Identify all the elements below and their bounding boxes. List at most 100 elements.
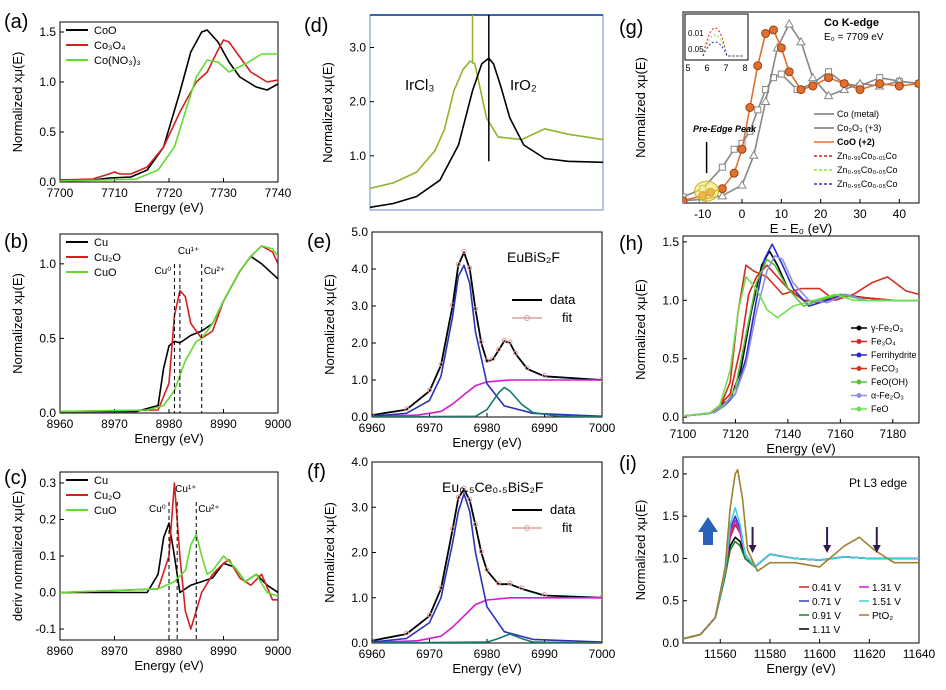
x-tick-label: 7700 xyxy=(47,186,74,200)
panel-label: (d) xyxy=(304,15,328,37)
legend-marker xyxy=(856,339,862,344)
panel-label: (g) xyxy=(619,17,643,39)
inset-tick-label: 5 xyxy=(685,63,690,73)
y-tick-label: 0.2 xyxy=(39,512,56,526)
x-axis-label: Energy (eV) xyxy=(452,435,521,450)
y-tick-label: 0.5 xyxy=(39,331,56,345)
legend-marker xyxy=(856,366,862,371)
fit-point-marker xyxy=(501,337,507,343)
series-line-arctan xyxy=(372,596,602,643)
y-tick-label: 1.0 xyxy=(351,591,368,605)
series-line-feco3 xyxy=(683,264,919,417)
chart-subtitle: E₀ = 7709 eV xyxy=(824,32,884,43)
data-point-marker xyxy=(777,70,785,78)
y-tick-label: 0.1 xyxy=(39,549,56,563)
x-tick-label: 7180 xyxy=(879,427,906,441)
legend-label: CoO xyxy=(94,25,117,37)
y-tick-label: 0.0 xyxy=(39,586,56,600)
y-tick-label: 0.5 xyxy=(662,594,679,608)
fit-point-marker xyxy=(372,637,375,643)
legend-label: PtO₂ xyxy=(872,611,893,622)
series-line-co3o4 xyxy=(60,39,278,181)
fit-point-marker xyxy=(473,521,478,527)
y-axis-label: Normalized xμ(E) xyxy=(322,274,337,375)
y-tick-label: 1.5 xyxy=(662,235,679,249)
data-point-marker xyxy=(875,79,885,89)
chart-title: Co K-edge xyxy=(824,17,879,29)
data-point-marker xyxy=(717,184,727,194)
panel-label: (h) xyxy=(619,233,643,255)
fit-point-marker xyxy=(496,580,501,586)
x-tick-label: 6980 xyxy=(474,647,501,661)
fit-point-marker xyxy=(455,261,461,267)
x-tick-label: 8970 xyxy=(101,417,128,431)
y-tick-label: 0.0 xyxy=(351,636,368,650)
data-point-marker xyxy=(737,180,747,189)
series-line-pto2 xyxy=(683,468,919,640)
legend-label: 1.51 V xyxy=(872,597,901,608)
legend-label: data xyxy=(550,292,576,307)
series-group xyxy=(372,485,602,643)
chart-title: EuBiS₂F xyxy=(507,249,560,265)
x-tick-label: 8980 xyxy=(156,644,183,658)
chart-title: Pt L3 edge xyxy=(849,476,907,490)
pre-edge-highlight xyxy=(694,180,720,202)
fit-point-marker xyxy=(507,339,513,345)
data-point-marker xyxy=(839,84,850,94)
y-tick-label: 1.0 xyxy=(349,149,366,163)
data-point-marker xyxy=(784,67,794,77)
fit-point-marker xyxy=(467,496,473,502)
fit-point-marker xyxy=(542,372,547,378)
y-tick-label: 5.0 xyxy=(351,225,368,239)
legend-label: Co₂O₃ (+3) xyxy=(837,123,881,133)
y-axis-label: deriv normalized xμ(E) xyxy=(10,491,25,621)
legend-label: Cu₂O xyxy=(94,490,121,502)
y-tick-label: 1.0 xyxy=(662,293,679,307)
x-tick-label: 8970 xyxy=(101,644,128,658)
inset-tick-label: 8 xyxy=(742,63,747,73)
panel-h: 7100 7120 7140 7160 7180 0.0 0.5 1.0 1.5 Energy (… xyxy=(619,233,920,456)
data-point-marker xyxy=(823,90,834,100)
data-point-marker xyxy=(855,85,865,95)
x-tick-label: 7140 xyxy=(775,427,802,441)
series-line-arctan xyxy=(372,379,602,417)
data-point-marker xyxy=(746,127,754,135)
plot-frame xyxy=(682,456,920,644)
data-point-marker xyxy=(753,61,763,71)
legend-label: Co (metal) xyxy=(837,109,879,119)
x-tick-label: 8980 xyxy=(156,417,183,431)
y-tick-label: 4.0 xyxy=(351,455,368,469)
y-axis-label: Normalized xμ(E) xyxy=(633,279,648,380)
y-tick-label: 3.0 xyxy=(351,500,368,514)
x-tick-label: 11620 xyxy=(853,647,886,661)
data-point-marker xyxy=(894,81,904,91)
series-group xyxy=(60,482,278,630)
x-tick-label: 9000 xyxy=(265,644,292,658)
legend-label: Zn₀.₉₉Co₀.₀₁Co xyxy=(837,151,897,161)
x-axis-label: Energy (eV) xyxy=(452,661,521,676)
fit-point-marker xyxy=(524,365,530,371)
x-tick-label: 6970 xyxy=(416,421,443,435)
legend-marker xyxy=(856,325,862,331)
legend-label: FeO xyxy=(871,404,889,414)
fit-point-marker xyxy=(461,485,467,491)
y-tick-label: 4.0 xyxy=(351,262,368,276)
x-axis-label: E - E₀ (eV) xyxy=(770,221,832,236)
y-tick-label: 2.0 xyxy=(662,467,679,481)
series-line-peak2 xyxy=(372,386,602,417)
data-point-marker xyxy=(796,36,806,46)
legend-label: γ-Fe₂O₃ xyxy=(871,323,903,333)
y-tick-label: 3.0 xyxy=(351,299,368,313)
legend-label: Cu xyxy=(94,475,108,487)
x-tick-label: 11560 xyxy=(704,647,737,661)
x-tick-label: 7160 xyxy=(827,427,854,441)
y-tick-label: 0.5 xyxy=(662,352,679,366)
y-tick-label: 0.0 xyxy=(39,175,56,189)
plot-frame xyxy=(59,21,279,183)
legend-marker xyxy=(856,393,862,398)
data-point-marker xyxy=(761,28,771,38)
fit-point-marker xyxy=(372,411,375,417)
panel-label: (a) xyxy=(4,11,28,33)
x-tick-label: 9000 xyxy=(265,417,292,431)
x-tick-label: 7740 xyxy=(265,186,292,200)
